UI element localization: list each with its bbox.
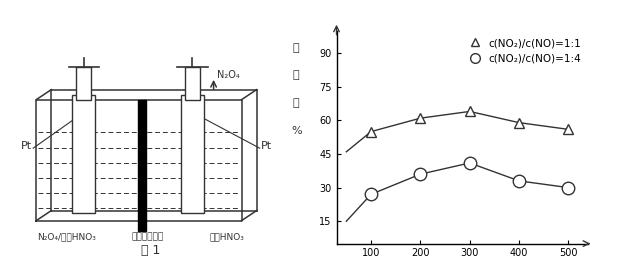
Text: 无水HNO₃: 无水HNO₃ — [209, 232, 244, 242]
Legend: c(NO₂)/c(NO)=1:1, c(NO₂)/c(NO)=1:4: c(NO₂)/c(NO)=1:1, c(NO₂)/c(NO)=1:4 — [460, 34, 586, 67]
Text: Pt: Pt — [21, 141, 31, 151]
Text: N₂O₄: N₂O₄ — [217, 69, 240, 80]
Bar — [138, 100, 146, 221]
Text: N₂O₄/无水HNO₃: N₂O₄/无水HNO₃ — [37, 232, 96, 242]
Text: 脱: 脱 — [293, 43, 299, 53]
Text: 图 1: 图 1 — [142, 244, 160, 257]
Text: %: % — [291, 126, 301, 136]
Bar — [76, 67, 91, 100]
Text: Pt: Pt — [261, 141, 272, 151]
Text: 率: 率 — [293, 98, 299, 108]
Text: 氮: 氮 — [293, 71, 299, 80]
Text: 阳离子交换膜: 阳离子交换膜 — [132, 232, 164, 242]
Bar — [138, 221, 146, 231]
Bar — [181, 95, 204, 213]
Bar — [185, 67, 200, 100]
Bar — [72, 95, 95, 213]
